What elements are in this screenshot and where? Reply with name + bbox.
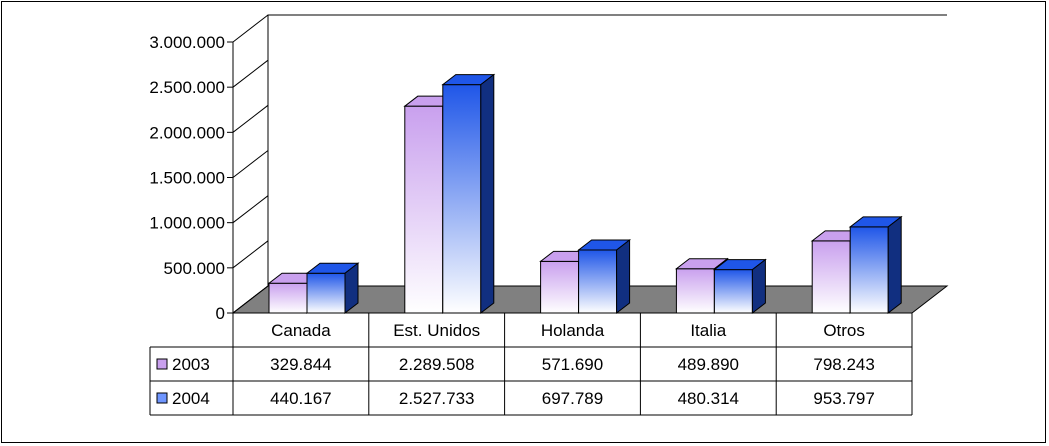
bar-2004-italia — [713, 269, 753, 314]
bar-2004-holanda — [578, 249, 618, 314]
data-label: 329.844 — [270, 355, 331, 374]
data-label: 480.314 — [678, 389, 739, 408]
legend-label: 2003 — [172, 355, 210, 374]
data-label: 440.167 — [270, 389, 331, 408]
data-label: 2.527.733 — [399, 389, 475, 408]
bar-side — [344, 262, 359, 315]
category-label: Canada — [271, 321, 331, 340]
y-tick-depth — [232, 14, 269, 43]
legend-label: 2004 — [172, 389, 210, 408]
bar-side — [480, 73, 495, 315]
bar-2003-canada — [268, 282, 308, 314]
bar-side — [887, 215, 902, 315]
y-tick-depth — [232, 285, 269, 314]
category-label: Est. Unidos — [393, 321, 480, 340]
bar-2003-otros — [811, 240, 851, 314]
y-tick-label: 500.000 — [164, 259, 225, 278]
data-label: 571.690 — [542, 355, 603, 374]
y-tick-label: 2.000.000 — [149, 123, 225, 142]
y-tick-label: 2.500.000 — [149, 78, 225, 97]
bar-2004-canada — [306, 272, 346, 314]
y-tick-depth — [232, 59, 269, 88]
category-label: Holanda — [541, 321, 605, 340]
y-tick-depth — [232, 104, 269, 133]
legend-swatch-2004 — [156, 392, 168, 404]
data-label: 953.797 — [813, 389, 874, 408]
y-tick-depth — [232, 150, 269, 178]
y-tick-label: 3.000.000 — [149, 33, 225, 52]
bar-2004-otros — [849, 226, 889, 314]
y-tick-label: 1.500.000 — [149, 169, 225, 188]
category-label: Otros — [823, 321, 865, 340]
bar-2003-italia — [675, 268, 715, 314]
y-tick-label: 0 — [216, 304, 225, 323]
data-label: 798.243 — [813, 355, 874, 374]
bar-2003-estunidos — [404, 105, 444, 314]
data-label: 2.289.508 — [399, 355, 475, 374]
y-tick-label: 1.000.000 — [149, 214, 225, 233]
data-label: 489.890 — [678, 355, 739, 374]
bar-side — [751, 258, 766, 315]
legend-swatch-2003 — [156, 358, 168, 370]
y-tick-depth — [232, 195, 269, 224]
y-tick-depth — [232, 240, 269, 269]
bar-side — [616, 238, 631, 315]
data-label: 697.789 — [542, 389, 603, 408]
bar-2003-holanda — [540, 260, 580, 314]
category-label: Italia — [690, 321, 726, 340]
bar-2004-estunidos — [442, 84, 482, 314]
